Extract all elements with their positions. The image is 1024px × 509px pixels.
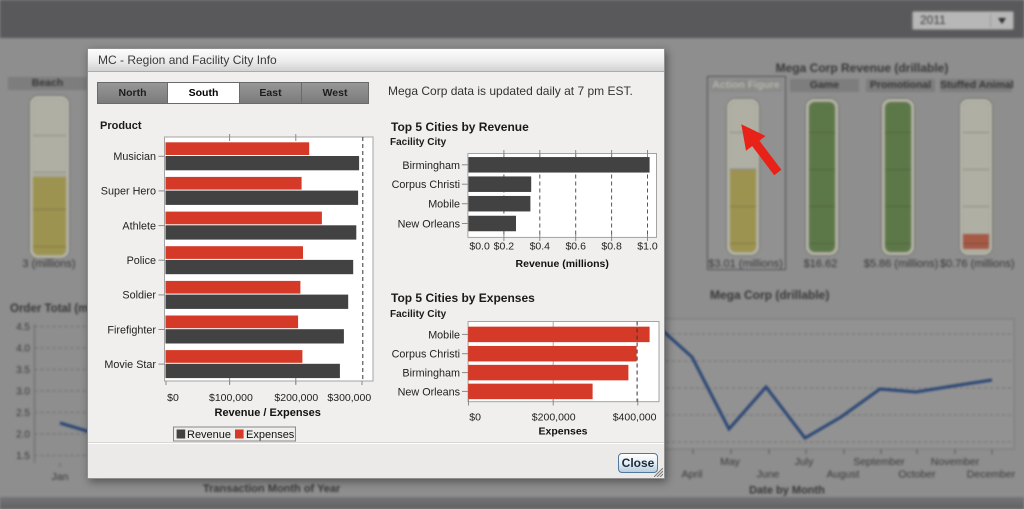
svg-text:Revenue / Expenses: Revenue / Expenses xyxy=(215,407,321,419)
svg-text:Corpus Christi: Corpus Christi xyxy=(392,179,460,191)
svg-text:June: June xyxy=(757,469,780,481)
svg-text:Musician: Musician xyxy=(113,151,156,163)
svg-text:$200,000: $200,000 xyxy=(274,392,318,404)
svg-text:4.5: 4.5 xyxy=(16,322,30,333)
svg-text:Firefighter: Firefighter xyxy=(107,324,156,336)
svg-text:Jan: Jan xyxy=(52,471,69,483)
svg-text:Mobile: Mobile xyxy=(428,199,460,211)
svg-text:Super Hero: Super Hero xyxy=(101,186,156,198)
svg-text:New Orleans: New Orleans xyxy=(398,386,461,398)
svg-text:$0.6: $0.6 xyxy=(565,240,586,252)
svg-text:Mobile: Mobile xyxy=(428,329,460,341)
svg-text:3.5: 3.5 xyxy=(16,365,30,376)
svg-text:Athlete: Athlete xyxy=(122,220,156,232)
svg-text:Birmingham: Birmingham xyxy=(402,160,460,172)
svg-text:May: May xyxy=(720,456,741,468)
svg-text:$400,000: $400,000 xyxy=(613,412,657,424)
svg-text:$0.4: $0.4 xyxy=(530,240,551,252)
svg-text:April: April xyxy=(681,469,702,481)
svg-text:1.5: 1.5 xyxy=(16,451,30,462)
svg-text:Expenses: Expenses xyxy=(246,429,295,441)
svg-text:July: July xyxy=(795,456,814,468)
svg-text:$200,000: $200,000 xyxy=(532,412,576,424)
svg-text:2.0: 2.0 xyxy=(16,430,30,441)
svg-text:Movie Star: Movie Star xyxy=(104,359,156,371)
svg-text:Expenses: Expenses xyxy=(538,426,587,438)
svg-text:Revenue (millions): Revenue (millions) xyxy=(516,258,609,270)
svg-text:October: October xyxy=(898,469,936,481)
svg-text:Date by Month: Date by Month xyxy=(749,485,825,497)
svg-text:4.0: 4.0 xyxy=(16,344,30,355)
svg-text:2.5: 2.5 xyxy=(16,408,30,419)
svg-text:September: September xyxy=(853,456,905,468)
svg-text:New Orleans: New Orleans xyxy=(398,219,461,231)
svg-text:3.0: 3.0 xyxy=(16,387,30,398)
svg-text:$300,000: $300,000 xyxy=(327,392,371,404)
svg-text:Birmingham: Birmingham xyxy=(402,368,460,380)
svg-text:Revenue: Revenue xyxy=(187,429,231,441)
svg-text:Police: Police xyxy=(127,255,156,267)
svg-text:$0: $0 xyxy=(167,392,179,404)
svg-text:$0.0: $0.0 xyxy=(469,240,490,252)
svg-text:November: November xyxy=(931,456,980,468)
svg-text:December: December xyxy=(967,469,1016,481)
svg-text:Soldier: Soldier xyxy=(122,290,156,302)
svg-text:August: August xyxy=(827,469,860,481)
svg-text:$1.0: $1.0 xyxy=(637,240,658,252)
svg-text:$0: $0 xyxy=(469,412,481,424)
svg-text:$0.8: $0.8 xyxy=(601,240,622,252)
svg-text:Corpus Christi: Corpus Christi xyxy=(392,349,460,361)
svg-text:$0.2: $0.2 xyxy=(494,240,515,252)
svg-text:$100,000: $100,000 xyxy=(209,392,253,404)
